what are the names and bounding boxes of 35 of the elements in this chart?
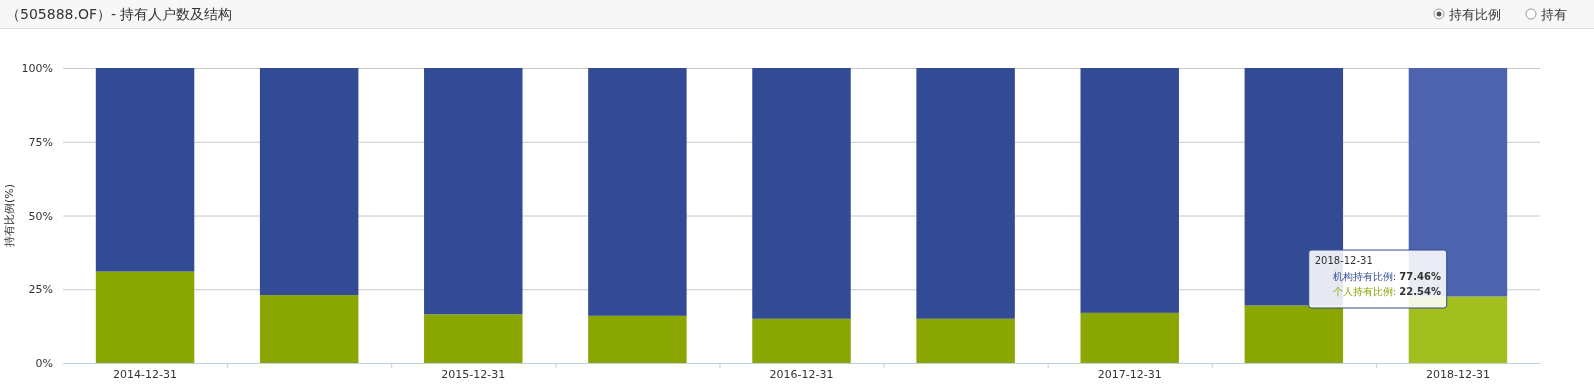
category-label: 2018-12-31 bbox=[1314, 255, 1373, 266]
bar bbox=[95, 271, 195, 363]
bar bbox=[259, 68, 359, 296]
x-tick-label: 2014-12-31 bbox=[113, 368, 178, 381]
bar bbox=[1244, 305, 1344, 363]
bar bbox=[916, 68, 1015, 319]
bar bbox=[424, 314, 523, 363]
text: 持有比例 bbox=[1449, 7, 1501, 22]
bar bbox=[424, 68, 523, 315]
bar bbox=[95, 68, 195, 272]
y-tick-label: 0% bbox=[35, 357, 53, 370]
x-tick-label: 2016-12-31 bbox=[769, 368, 834, 381]
bar bbox=[1080, 68, 1179, 313]
chart-title: （505888.OF）- 持有人户数及结构 bbox=[6, 6, 233, 22]
x-tick-label: 2015-12-31 bbox=[441, 368, 506, 381]
bar bbox=[752, 318, 851, 363]
y-tick-label: 75% bbox=[28, 135, 53, 149]
y-axis-title: 持有比例(%) bbox=[3, 183, 16, 248]
bar bbox=[1080, 312, 1179, 363]
x-tick-label: 2018-12-31 bbox=[1425, 368, 1490, 381]
x-tick-label: 2017-12-31 bbox=[1097, 368, 1162, 381]
data-label: 22.54% bbox=[1399, 286, 1441, 297]
bar bbox=[752, 68, 851, 319]
y-tick-label: 100% bbox=[21, 62, 53, 75]
y-tick-label: 25% bbox=[28, 283, 53, 297]
bar bbox=[588, 315, 687, 363]
series-label: 个人持有比例: bbox=[1332, 286, 1400, 297]
y-tick-label: 50% bbox=[28, 209, 53, 223]
data-label: 77.46% bbox=[1399, 271, 1441, 282]
text: 持有 bbox=[1541, 7, 1567, 22]
bar bbox=[916, 318, 1015, 363]
series-label: 机构持有比例: bbox=[1332, 271, 1400, 282]
bar bbox=[259, 295, 359, 363]
bar bbox=[588, 68, 687, 316]
bar bbox=[1408, 296, 1508, 363]
